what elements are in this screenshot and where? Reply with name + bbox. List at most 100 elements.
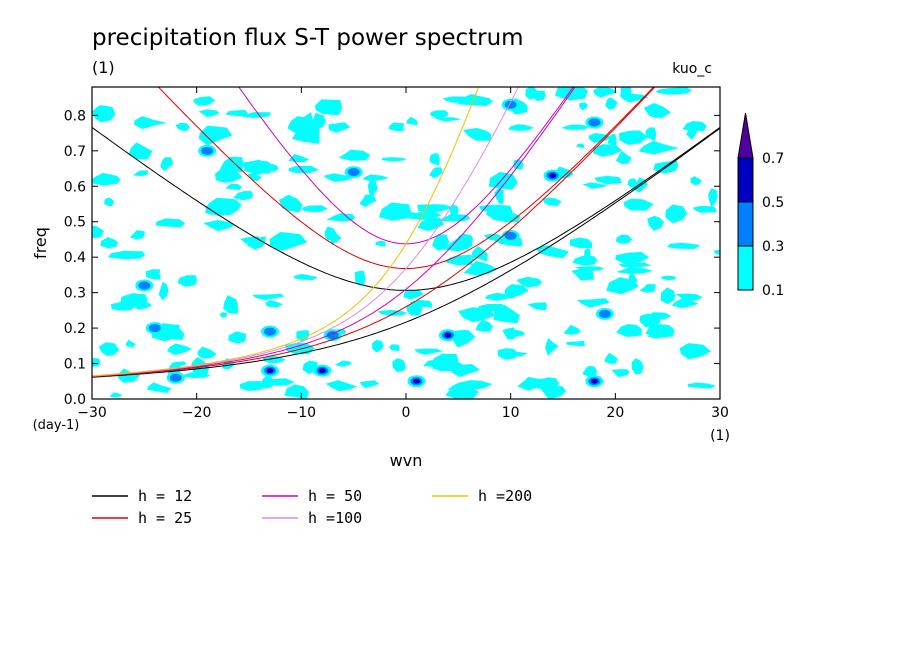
y-tick-label: 0.1 <box>64 357 86 373</box>
y-tick-label: 0.2 <box>64 321 86 337</box>
x-axis-unit: (1) <box>710 428 730 444</box>
contour-patch <box>388 122 405 132</box>
contour-patch <box>381 157 407 162</box>
contour-patch <box>665 204 688 224</box>
legend-label: h = 50 <box>308 487 362 505</box>
dispersion-curve-mrg <box>92 87 520 377</box>
contour-patch <box>247 172 262 181</box>
contour-patch <box>457 94 494 106</box>
contour-patch <box>687 382 716 389</box>
contour-patch <box>223 295 238 314</box>
contour-patch <box>169 373 182 382</box>
contour-patch <box>611 369 630 378</box>
contour-patch <box>593 144 623 157</box>
contour-patch <box>655 87 692 95</box>
contour-patch <box>627 271 638 288</box>
x-tick-label: 10 <box>502 405 520 421</box>
contour-patch <box>309 112 326 130</box>
contour-patch <box>318 368 326 374</box>
contour-patch <box>542 197 562 206</box>
contour-patch <box>540 386 567 399</box>
contour-patch <box>615 150 632 165</box>
contour-patch <box>535 245 570 259</box>
contour-patch <box>133 170 148 177</box>
contour-patch <box>576 298 610 308</box>
contour-patch <box>252 293 285 301</box>
contour-patch <box>675 293 703 302</box>
contour-patch <box>219 312 228 318</box>
contour-patch <box>429 153 440 166</box>
contour-patch <box>545 338 559 356</box>
contour-patch <box>109 392 123 398</box>
contour-patch <box>582 365 597 377</box>
x-axis: −30 −20 −10 0 10 20 30 <box>77 87 729 421</box>
contour-patch <box>475 319 494 332</box>
contour-patch <box>315 99 343 116</box>
contour-patch <box>158 281 169 301</box>
contour-patch <box>377 309 408 316</box>
y-axis-unit: (day-1) <box>33 418 80 433</box>
contour-patch <box>138 281 151 290</box>
contour-patch <box>692 205 717 213</box>
contour-patch <box>155 218 186 228</box>
contour-patch <box>639 284 656 293</box>
contour-patch <box>241 160 276 174</box>
contour-patch <box>504 231 517 240</box>
contour-patch <box>239 381 269 391</box>
contour-patch <box>423 358 458 368</box>
contour-patch <box>334 360 352 367</box>
contour-patch <box>92 105 116 123</box>
contour-patch <box>263 327 276 336</box>
contour-patch <box>125 339 136 347</box>
contour-patch <box>588 118 601 127</box>
contour-patch <box>460 380 493 390</box>
contour-patch <box>679 343 711 360</box>
contour-patch <box>177 275 198 287</box>
colorbar-extend-arrow <box>737 112 754 159</box>
contour-patch <box>643 103 671 118</box>
colorbar-label: 0.3 <box>762 239 784 255</box>
contour-patch <box>372 339 384 353</box>
contour-patch <box>288 154 309 163</box>
contour-patch <box>324 226 337 241</box>
contour-patch <box>100 237 119 249</box>
contour-patch <box>429 167 443 179</box>
run-label: kuo_c <box>672 61 712 77</box>
contour-patch <box>517 376 547 391</box>
contour-patch <box>576 143 585 148</box>
contour-patch <box>92 174 114 184</box>
contour-patch <box>228 331 246 344</box>
contour-patch <box>579 102 588 111</box>
contour-patch <box>430 110 449 119</box>
contour-patch <box>225 109 248 116</box>
x-tick-label: 30 <box>711 405 729 421</box>
contour-patch <box>198 109 220 117</box>
contour-patch <box>130 230 145 240</box>
contour-patch <box>128 300 153 310</box>
contour-patch <box>488 171 518 190</box>
contour-patch <box>508 124 534 131</box>
contour-patch <box>117 368 140 383</box>
contour-patch <box>323 173 354 182</box>
contour-patch <box>660 275 677 281</box>
contour-patch <box>433 117 462 122</box>
contour-patch <box>504 284 526 295</box>
contour-patch <box>409 299 433 308</box>
dispersion-curve-mrg <box>92 87 576 377</box>
legend-label: h =200 <box>478 487 532 505</box>
contour-patch <box>233 191 254 201</box>
contour-patch <box>392 358 406 373</box>
y-axis-label: freq <box>31 227 50 259</box>
contour-patch <box>458 307 496 323</box>
x-axis-label: wvn <box>390 451 423 470</box>
contour-patch <box>214 167 243 183</box>
contour-patch <box>604 352 618 364</box>
contour-patch <box>494 187 504 204</box>
contour-patch <box>484 233 503 241</box>
contour-patch <box>616 267 653 274</box>
contour-patch <box>582 182 608 189</box>
legend-label: h =100 <box>308 509 362 527</box>
contour-patch <box>266 368 274 374</box>
contour-patch <box>615 234 633 244</box>
contour-patch <box>563 324 581 335</box>
